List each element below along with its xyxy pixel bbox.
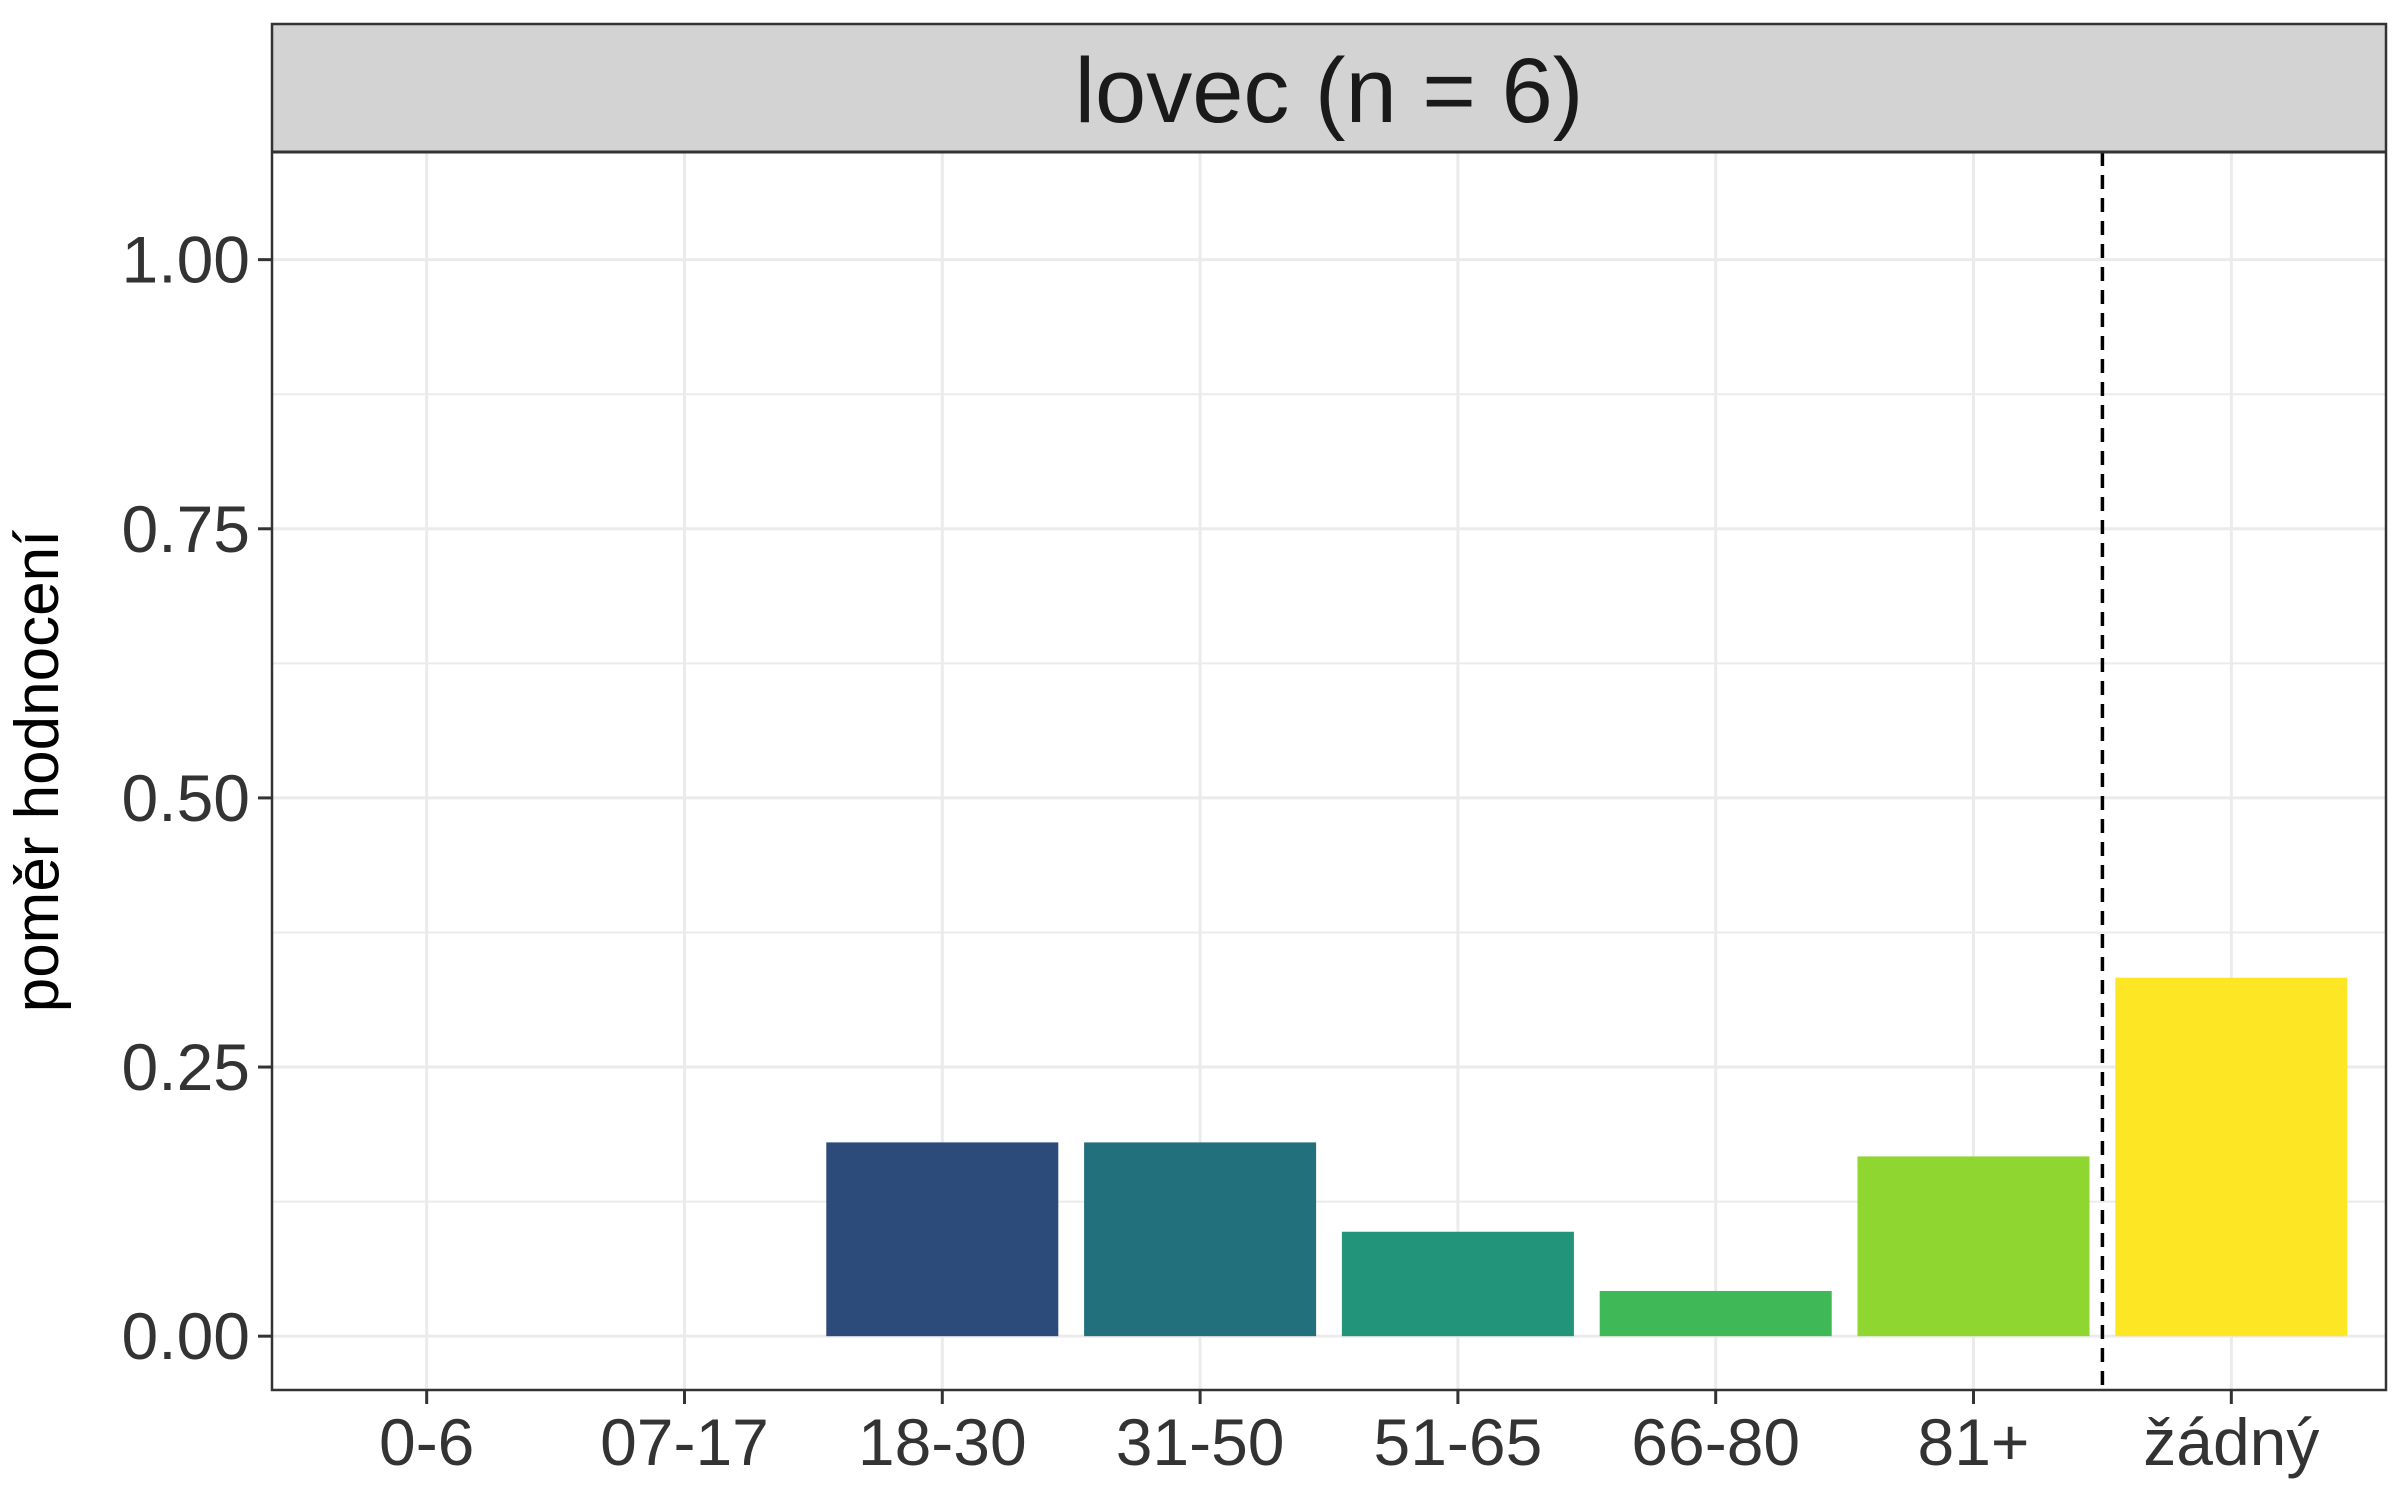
- x-tick-label: 81+: [1918, 1405, 2030, 1479]
- bar-31-50: [1084, 1142, 1317, 1337]
- x-tick-label: 51-65: [1373, 1405, 1542, 1479]
- y-tick-label: 0.75: [122, 492, 250, 566]
- y-tick-label: 0.00: [122, 1299, 250, 1373]
- x-tick-label: 07-17: [600, 1405, 769, 1479]
- y-axis-title: poměr hodnocení: [3, 530, 72, 1013]
- bars: [826, 977, 2348, 1337]
- bar-81+: [1857, 1156, 2090, 1337]
- y-tick-label: 0.25: [122, 1030, 250, 1104]
- y-tick-label: 0.50: [122, 761, 250, 835]
- x-tick-label: 31-50: [1116, 1405, 1285, 1479]
- bar-51-65: [1341, 1231, 1574, 1337]
- bar-66-80: [1599, 1290, 1832, 1337]
- y-tick-label: 1.00: [122, 223, 250, 297]
- x-tick-label: 66-80: [1631, 1405, 1800, 1479]
- panel-border: [270, 22, 2388, 1392]
- x-tick-label: 0-6: [379, 1405, 474, 1479]
- x-tick-label: 18-30: [858, 1405, 1027, 1479]
- panel-strip-title: lovec (n = 6): [1075, 40, 1584, 142]
- strip-background: [272, 24, 2386, 152]
- bar-žádný: [2115, 977, 2348, 1337]
- bar-18-30: [826, 1142, 1059, 1337]
- axes: 0.00 0.25 0.50 0.75 1.00 0-6 07-17 18-30 31-50 51…: [122, 223, 2320, 1479]
- grid-lines: [272, 152, 2386, 1390]
- x-tick-label: žádný: [2143, 1405, 2319, 1479]
